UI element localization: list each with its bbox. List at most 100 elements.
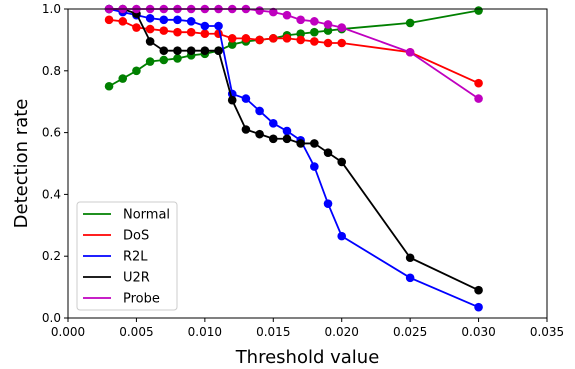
y-tick-label: 0.0 bbox=[42, 311, 61, 325]
data-point-dos bbox=[173, 27, 182, 37]
data-point-r2l bbox=[186, 17, 196, 26]
data-point-dos bbox=[132, 23, 141, 32]
data-point-r2l bbox=[323, 199, 333, 208]
data-point-u2r bbox=[323, 148, 333, 157]
data-point-u2r bbox=[310, 139, 319, 148]
data-point-probe bbox=[337, 23, 347, 32]
data-point-probe bbox=[405, 47, 415, 57]
data-point-dos bbox=[145, 24, 155, 34]
data-point-u2r bbox=[405, 253, 415, 263]
data-point-dos bbox=[241, 34, 251, 43]
data-point-r2l bbox=[241, 94, 251, 103]
data-point-u2r bbox=[227, 95, 237, 105]
legend-item-probe: Probe bbox=[83, 292, 160, 307]
legend-item-dos: DoS bbox=[83, 229, 149, 244]
data-point-dos bbox=[186, 27, 196, 37]
y-tick-label: 0.8 bbox=[42, 64, 61, 78]
data-point-probe bbox=[255, 6, 264, 15]
data-point-dos bbox=[337, 38, 347, 48]
data-point-u2r bbox=[186, 46, 196, 56]
y-tick-label: 1.0 bbox=[42, 2, 61, 16]
data-point-probe bbox=[310, 17, 319, 26]
data-point-dos bbox=[159, 26, 169, 35]
data-point-probe bbox=[474, 94, 483, 103]
legend-item-u2r: U2R bbox=[83, 271, 150, 286]
data-point-r2l bbox=[310, 162, 319, 171]
legend-label-normal: Normal bbox=[123, 208, 170, 223]
x-tick-label: 0.010 bbox=[188, 325, 222, 339]
data-point-u2r bbox=[255, 129, 264, 139]
data-point-normal bbox=[118, 74, 128, 83]
legend-box bbox=[76, 201, 178, 311]
data-point-u2r bbox=[200, 46, 210, 56]
data-point-probe bbox=[268, 7, 278, 17]
legend-label-dos: DoS bbox=[123, 229, 149, 244]
data-point-r2l bbox=[255, 106, 264, 116]
data-point-dos bbox=[296, 35, 305, 45]
legend-label-u2r: U2R bbox=[123, 271, 150, 286]
x-axis-label: Threshold value bbox=[235, 347, 380, 368]
data-point-u2r bbox=[296, 139, 305, 148]
data-point-normal bbox=[474, 6, 483, 15]
data-point-dos bbox=[200, 29, 210, 39]
data-point-r2l bbox=[145, 13, 155, 23]
data-point-dos bbox=[104, 15, 114, 25]
data-point-dos bbox=[310, 37, 319, 46]
data-point-u2r bbox=[214, 46, 223, 56]
data-point-r2l bbox=[214, 21, 223, 31]
data-point-normal bbox=[310, 27, 319, 37]
data-point-u2r bbox=[145, 37, 155, 46]
data-point-dos bbox=[474, 78, 483, 88]
legend-label-probe: Probe bbox=[123, 292, 160, 307]
data-point-dos bbox=[323, 38, 333, 48]
y-tick-label: 0.2 bbox=[42, 249, 61, 263]
x-tick-label: 0.015 bbox=[256, 325, 290, 339]
data-point-u2r bbox=[474, 285, 483, 295]
legend-label-r2l: R2L bbox=[123, 250, 148, 265]
data-point-normal bbox=[405, 18, 415, 28]
series-u2r bbox=[104, 4, 483, 295]
x-tick-label: 0.005 bbox=[119, 325, 153, 339]
plot-area-frame bbox=[67, 8, 548, 319]
data-point-normal bbox=[173, 54, 182, 63]
legend-item-normal: Normal bbox=[83, 208, 170, 223]
data-point-r2l bbox=[405, 273, 415, 283]
data-point-normal bbox=[296, 29, 305, 39]
data-point-r2l bbox=[268, 119, 278, 128]
data-point-u2r bbox=[159, 46, 169, 56]
data-point-dos bbox=[268, 34, 278, 43]
x-tick-label: 0.025 bbox=[393, 325, 427, 339]
data-point-r2l bbox=[337, 231, 347, 241]
x-tick-label: 0.020 bbox=[325, 325, 359, 339]
legend: Normal DoS R2L U2R Probe bbox=[76, 201, 178, 311]
data-point-r2l bbox=[200, 21, 210, 31]
y-tick-label: 0.4 bbox=[42, 187, 61, 201]
legend-item-r2l: R2L bbox=[83, 250, 148, 265]
y-tick-label: 0.6 bbox=[42, 126, 61, 140]
data-point-probe bbox=[323, 20, 333, 29]
data-point-normal bbox=[323, 26, 333, 35]
data-point-r2l bbox=[282, 126, 292, 136]
data-point-u2r bbox=[173, 46, 182, 56]
data-point-u2r bbox=[268, 134, 278, 144]
data-point-u2r bbox=[282, 134, 292, 144]
data-point-probe bbox=[296, 15, 305, 25]
data-point-u2r bbox=[241, 125, 251, 134]
data-point-dos bbox=[282, 34, 292, 43]
data-point-dos bbox=[255, 35, 264, 45]
x-tick-label: 0.000 bbox=[51, 325, 85, 339]
data-point-r2l bbox=[173, 15, 182, 25]
data-point-normal bbox=[132, 66, 141, 76]
x-tick-label: 0.030 bbox=[461, 325, 495, 339]
data-point-dos bbox=[227, 34, 237, 43]
data-point-probe bbox=[282, 10, 292, 20]
ticks-layer: 0.000 0.005 0.010 0.015 0.020 0.025 0.030 0.035… bbox=[42, 2, 564, 339]
y-axis-label: Detection rate bbox=[11, 99, 32, 229]
x-tick-label: 0.035 bbox=[530, 325, 564, 339]
data-point-normal bbox=[145, 57, 155, 66]
data-point-r2l bbox=[159, 15, 169, 25]
data-point-normal bbox=[104, 81, 114, 91]
data-point-u2r bbox=[337, 157, 347, 167]
data-point-dos bbox=[118, 17, 128, 26]
